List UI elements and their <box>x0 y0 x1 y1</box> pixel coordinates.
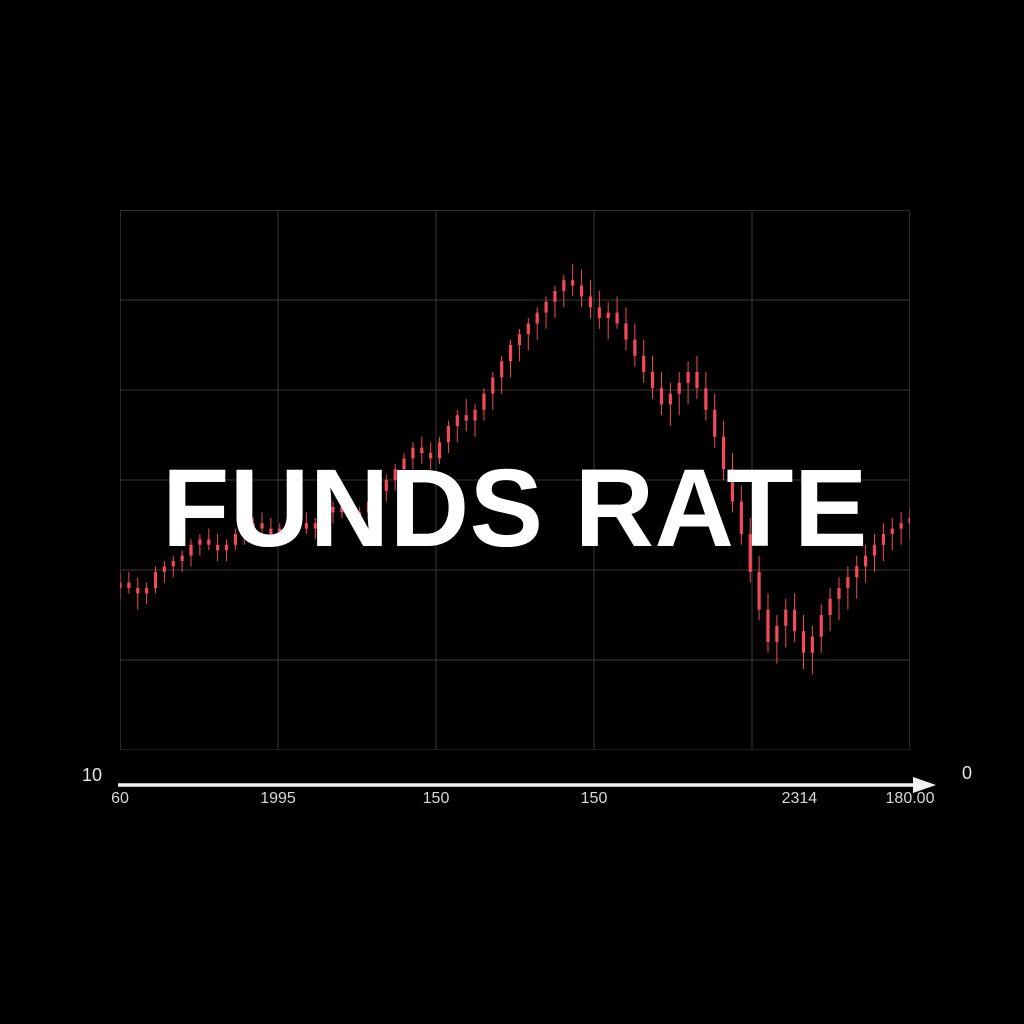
right-axis-label: 0 <box>962 763 972 784</box>
plot-area: FUNDS RATE 10 0 6019951501502314180.00 <box>120 210 910 750</box>
x-axis-arrow <box>118 776 938 780</box>
funds-rate-chart: FUNDS RATE 10 0 6019951501502314180.00 <box>120 210 910 770</box>
left-axis-label: 10 <box>82 765 102 786</box>
chart-title: FUNDS RATE <box>162 445 868 572</box>
